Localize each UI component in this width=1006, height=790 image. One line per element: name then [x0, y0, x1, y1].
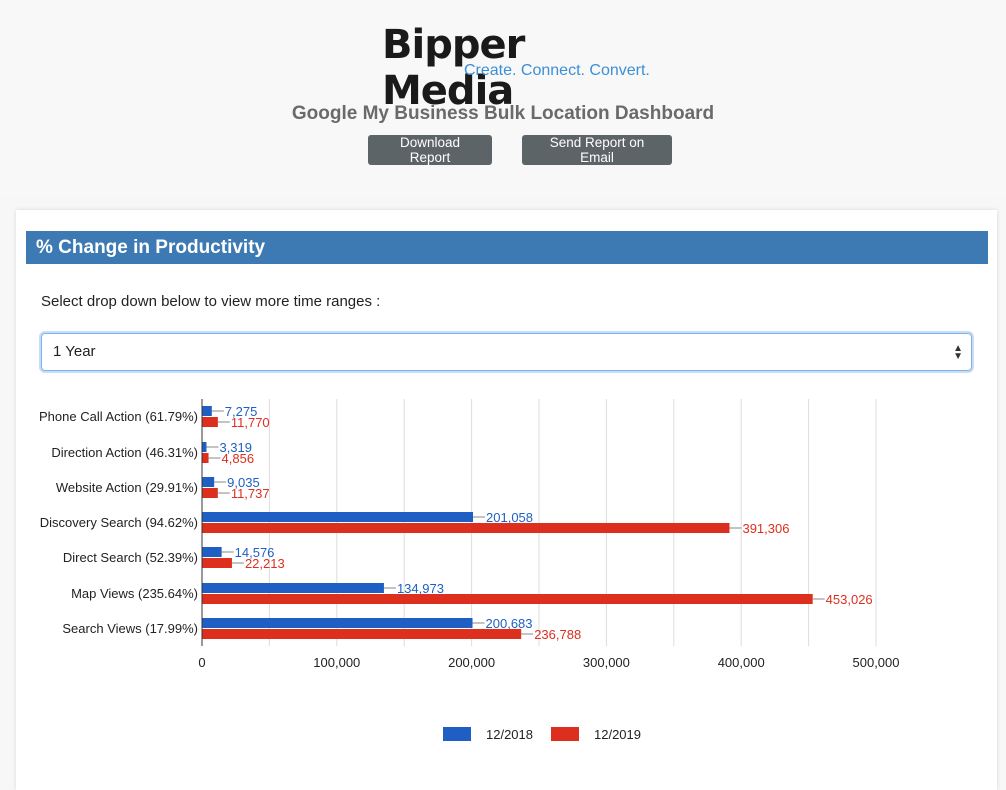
x-tick-label: 400,000 [718, 655, 765, 670]
data-label: 11,737 [231, 486, 270, 501]
bar-12-2018 [202, 583, 384, 593]
bar-12-2019 [202, 488, 218, 498]
productivity-card: % Change in Productivity Select drop dow… [16, 210, 997, 790]
data-label: 4,856 [222, 451, 255, 466]
download-report-button[interactable]: Download Report [368, 135, 492, 165]
send-report-email-button[interactable]: Send Report on Email [522, 135, 672, 165]
bar-12-2018 [202, 618, 473, 628]
x-tick-label: 0 [198, 655, 205, 670]
bar-12-2019 [202, 523, 730, 533]
bar-12-2018 [202, 547, 222, 557]
data-label: 7,275 [225, 404, 258, 419]
category-label: Discovery Search (94.62%) [40, 515, 198, 530]
data-label: 14,576 [235, 545, 275, 560]
legend-label: 12/2018 [486, 727, 533, 742]
data-label: 3,319 [219, 440, 252, 455]
header: Bipper Media Create. Connect. Convert. G… [0, 0, 1006, 196]
data-label: 453,026 [826, 592, 873, 607]
time-range-select[interactable]: 1 Year ▲ ▼ [41, 333, 972, 371]
category-label: Direction Action (46.31%) [51, 445, 198, 460]
card-title: % Change in Productivity [26, 231, 988, 264]
bar-12-2019 [202, 629, 522, 639]
category-label: Website Action (29.91%) [56, 480, 198, 495]
select-arrows-icon: ▲ ▼ [953, 343, 963, 362]
logo-tagline: Create. Connect. Convert. [464, 62, 650, 79]
x-tick-label: 100,000 [313, 655, 360, 670]
bar-12-2019 [202, 558, 232, 568]
data-label: 200,683 [486, 616, 533, 631]
x-tick-label: 300,000 [583, 655, 630, 670]
bar-12-2019 [202, 453, 209, 463]
bar-12-2018 [202, 477, 215, 487]
bar-12-2019 [202, 417, 218, 427]
legend-swatch [443, 727, 471, 741]
category-label: Direct Search (52.39%) [63, 550, 198, 565]
data-label: 201,058 [486, 510, 533, 525]
data-label: 9,035 [227, 475, 260, 490]
x-tick-label: 200,000 [448, 655, 495, 670]
bipper-media-logo: Bipper Media Create. Connect. Convert. [382, 22, 650, 114]
category-label: Search Views (17.99%) [62, 621, 198, 636]
time-range-hint: Select drop down below to view more time… [41, 293, 381, 310]
data-label: 11,770 [231, 415, 270, 430]
legend-label: 12/2019 [594, 727, 641, 742]
data-label: 22,213 [245, 556, 285, 571]
page-title: Google My Business Bulk Location Dashboa… [291, 103, 715, 124]
select-value: 1 Year [53, 343, 96, 360]
data-label: 391,306 [742, 521, 789, 536]
bar-12-2019 [202, 594, 813, 604]
data-label: 134,973 [397, 581, 444, 596]
category-label: Map Views (235.64%) [71, 586, 198, 601]
bar-12-2018 [202, 406, 212, 416]
x-tick-label: 500,000 [853, 655, 900, 670]
bar-12-2018 [202, 442, 207, 452]
logo-text: Bipper Media [382, 22, 525, 114]
legend-swatch [551, 727, 579, 741]
bar-12-2018 [202, 512, 474, 522]
data-label: 236,788 [534, 627, 581, 642]
category-label: Phone Call Action (61.79%) [39, 409, 198, 424]
